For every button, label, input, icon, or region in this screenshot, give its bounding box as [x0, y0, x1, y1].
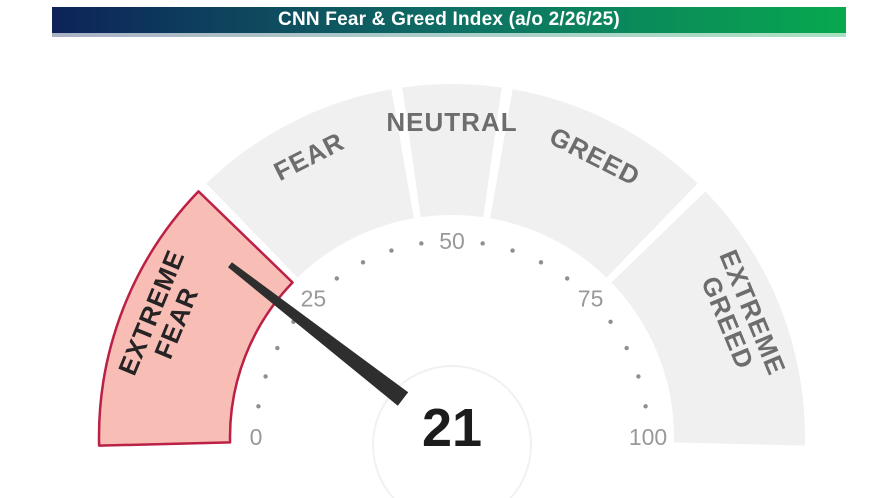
- tick-dot-15: [275, 345, 280, 351]
- tick-dot-5: [256, 404, 261, 409]
- tick-dot-65: [538, 260, 544, 265]
- tick-label-100: 100: [629, 424, 667, 450]
- tick-label-50: 50: [439, 228, 465, 254]
- title-bar: CNN Fear & Greed Index (a/o 2/26/25): [52, 7, 846, 33]
- tick-dot-70: [565, 276, 570, 281]
- title-bar-underline: [52, 33, 846, 37]
- tick-dot-35: [360, 260, 366, 265]
- tick-dot-80: [608, 319, 613, 324]
- gauge-segments: [97, 84, 806, 447]
- segment-neutral: [402, 84, 502, 218]
- page-title: CNN Fear & Greed Index (a/o 2/26/25): [278, 9, 620, 30]
- segment-extreme-fear: [97, 190, 294, 447]
- tick-dot-60: [510, 248, 515, 253]
- tick-dot-45: [419, 241, 424, 246]
- tick-dot-90: [636, 374, 641, 379]
- tick-label-75: 75: [578, 285, 604, 311]
- gauge-value: 21: [422, 398, 482, 458]
- tick-dot-10: [263, 374, 268, 379]
- segment-extreme-greed: [611, 191, 806, 446]
- segment-greed: [490, 89, 698, 278]
- tick-label-25: 25: [301, 285, 327, 311]
- segment-fear: [206, 89, 414, 278]
- gauge-tick-dots: [256, 241, 648, 409]
- gauge-needle: [228, 262, 409, 406]
- tick-dot-30: [334, 276, 339, 281]
- tick-label-0: 0: [250, 424, 263, 450]
- gauge-hub: [372, 365, 532, 498]
- segment-label-neutral: NEUTRAL: [386, 107, 517, 137]
- gauge-tick-labels: 0 25 50 75 100: [250, 228, 668, 450]
- tick-dot-95: [643, 404, 648, 409]
- tick-dot-40: [389, 248, 394, 253]
- tick-dot-55: [480, 241, 485, 246]
- tick-dot-85: [624, 345, 629, 351]
